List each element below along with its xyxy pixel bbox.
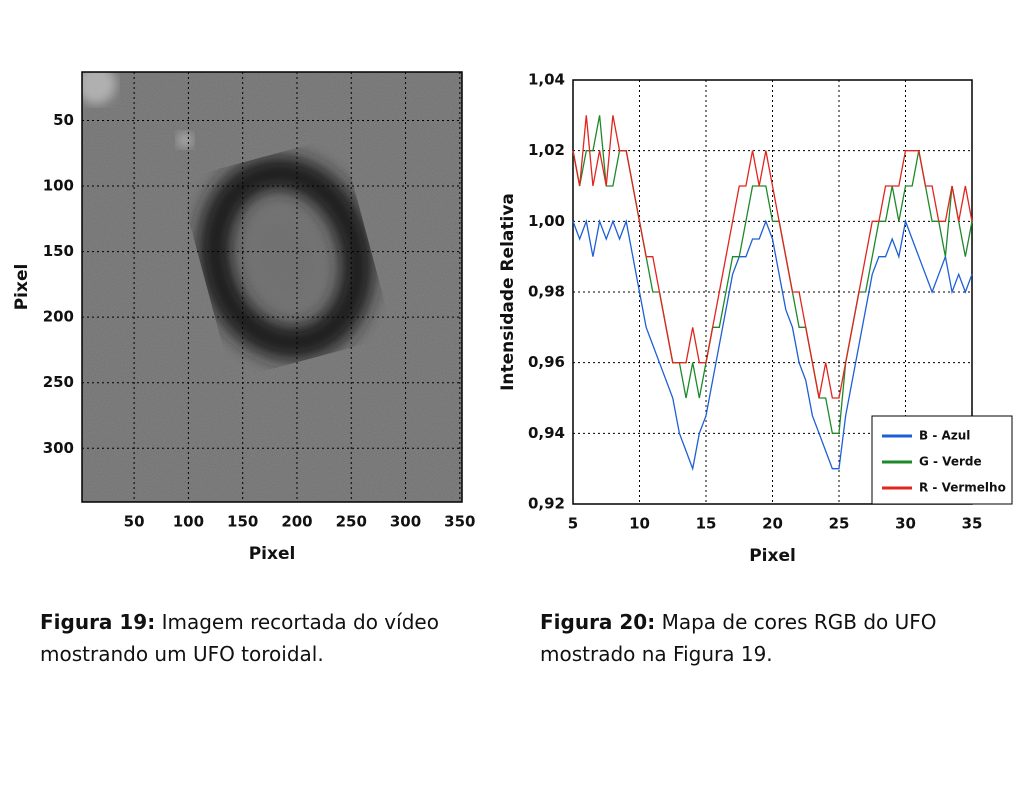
y-tick-label: 150 (43, 242, 74, 260)
x-tick-label: 35 (962, 515, 983, 533)
y-axis-label: Pixel (12, 264, 32, 311)
x-tick-label: 250 (336, 513, 367, 531)
caption-text: Imagem recortada do vídeo mostrando um U… (40, 610, 439, 666)
caption: Figura 20: Mapa de cores RGB do UFO most… (540, 606, 980, 670)
y-tick-label: 300 (43, 439, 74, 457)
x-tick-label: 25 (829, 515, 850, 533)
ufo-image (82, 72, 462, 502)
x-tick-label: 30 (895, 515, 916, 533)
y-axis-label: Intensidade Relativa (498, 193, 518, 391)
x-axis-label: Pixel (749, 546, 796, 566)
series-line (572, 115, 973, 399)
x-tick-label: 15 (696, 515, 717, 533)
y-tick-label: 1,02 (528, 141, 565, 159)
x-tick-label: 50 (124, 513, 145, 531)
y-tick-label: 250 (43, 373, 74, 391)
caption-label: Figura 19: (40, 610, 156, 634)
series-line (572, 218, 973, 472)
caption-label: Figura 20: (540, 610, 656, 634)
legend-label: R - Vermelho (919, 481, 1006, 495)
x-tick-label: 20 (762, 515, 783, 533)
x-tick-label: 100 (173, 513, 204, 531)
y-tick-label: 0,94 (528, 424, 565, 442)
x-tick-label: 10 (629, 515, 650, 533)
caption: Figura 19: Imagem recortada do vídeo mos… (40, 606, 470, 670)
x-tick-label: 5 (568, 515, 578, 533)
caption-text: Mapa de cores RGB do UFO mostrado na Fig… (540, 610, 937, 666)
y-tick-label: 100 (43, 177, 74, 195)
legend-label: B - Azul (919, 429, 970, 443)
y-tick-label: 200 (43, 308, 74, 326)
x-tick-label: 300 (390, 513, 421, 531)
y-tick-label: 1,00 (528, 212, 565, 230)
y-tick-label: 0,98 (528, 283, 565, 301)
y-tick-label: 0,92 (528, 495, 565, 513)
x-tick-label: 350 (444, 513, 475, 531)
legend-label: G - Verde (919, 455, 982, 469)
y-tick-label: 1,04 (528, 71, 565, 89)
x-tick-label: 150 (227, 513, 258, 531)
y-tick-label: 0,96 (528, 353, 565, 371)
y-tick-label: 50 (53, 111, 74, 129)
figures: 50 100 150 200 250 300 350 50 100 150 200 250 300 Pix… (12, 71, 1013, 566)
image-frame (81, 71, 463, 503)
x-axis-label: Pixel (249, 544, 296, 564)
x-tick-label: 200 (281, 513, 312, 531)
